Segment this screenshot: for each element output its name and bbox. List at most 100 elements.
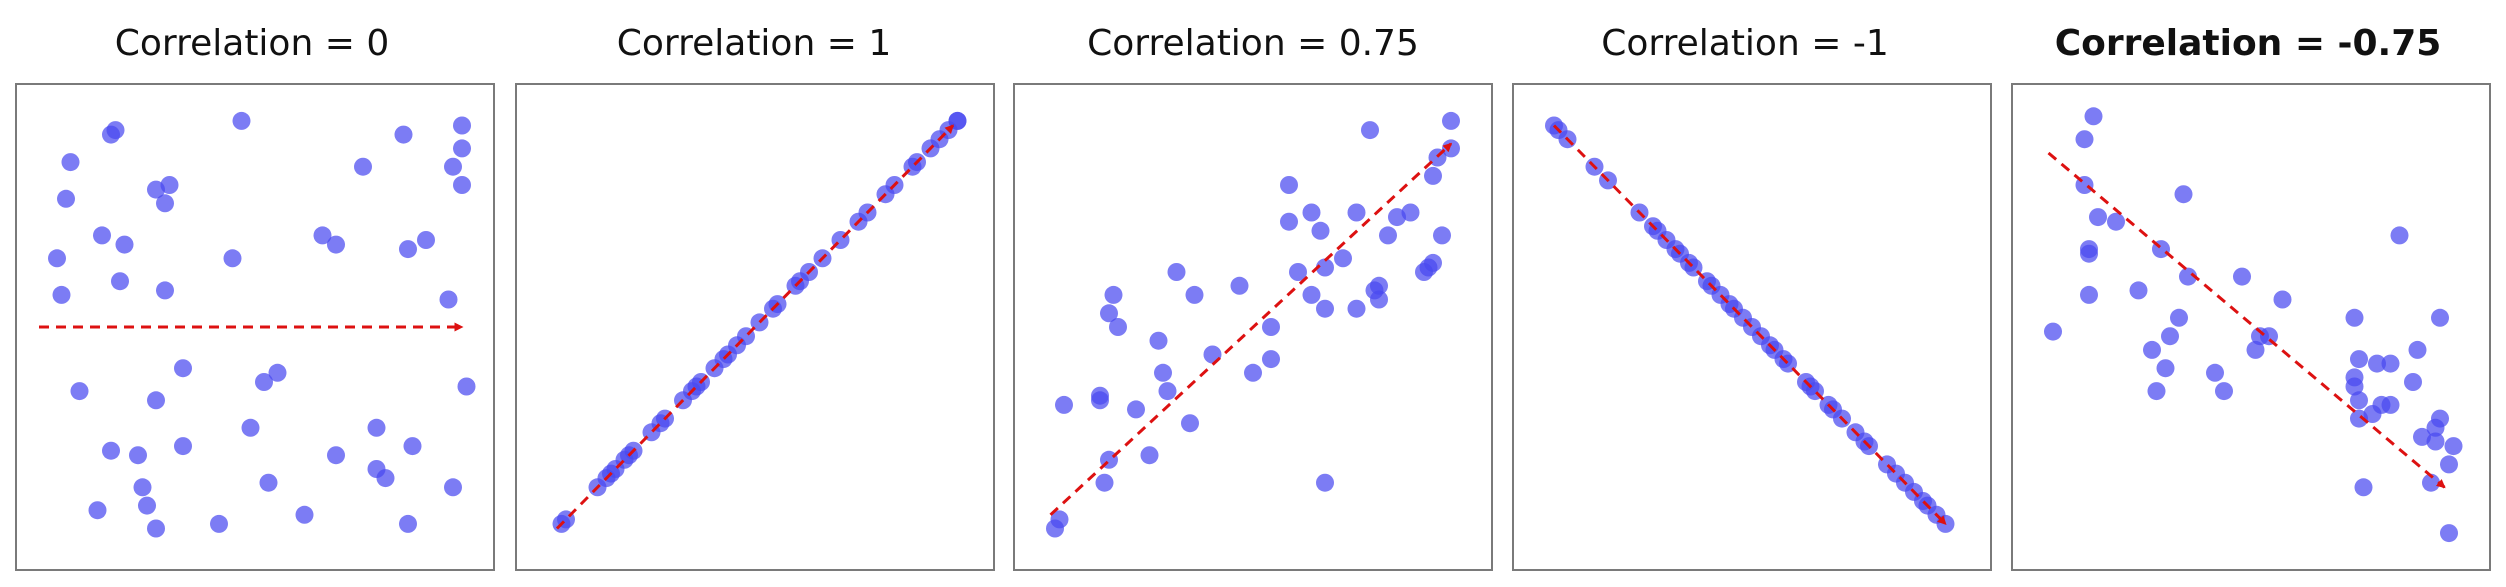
data-point: [48, 249, 66, 268]
data-point: [1316, 299, 1334, 318]
data-point: [2147, 382, 2166, 401]
data-point: [376, 469, 395, 488]
chart-title: Correlation = 1: [617, 23, 891, 64]
data-point: [156, 194, 174, 213]
data-point: [102, 441, 120, 460]
scatter-points: [2044, 107, 2463, 543]
panel-correlation-0: Correlation = 0: [15, 23, 495, 571]
data-point: [453, 116, 471, 135]
data-point: [1104, 285, 1123, 304]
data-point: [1302, 285, 1321, 304]
data-point: [2350, 409, 2368, 428]
data-point: [2408, 340, 2427, 359]
data-point: [327, 235, 345, 254]
data-point: [1442, 111, 1460, 130]
data-point: [2350, 350, 2368, 369]
data-point: [1302, 203, 1321, 222]
chart-title: Correlation = -0.75: [2055, 23, 2442, 64]
data-point: [417, 231, 435, 249]
data-point: [1140, 446, 1159, 465]
data-point: [52, 285, 71, 304]
data-point: [1334, 249, 1352, 268]
data-point: [2246, 340, 2265, 359]
data-point: [327, 446, 345, 465]
scatter-points: [1046, 111, 1460, 538]
data-point: [1158, 382, 1177, 401]
data-point: [2080, 285, 2098, 304]
data-point: [399, 514, 417, 533]
data-point: [1415, 263, 1433, 281]
data-point: [1347, 299, 1366, 318]
data-point: [147, 519, 165, 538]
data-point: [255, 373, 273, 391]
data-point: [2260, 327, 2278, 346]
data-point: [1433, 226, 1451, 245]
trend-arrow: [555, 124, 955, 530]
data-point: [394, 125, 413, 144]
data-point: [2044, 322, 2062, 341]
data-point: [232, 111, 251, 130]
trend-arrow: [2047, 151, 2446, 489]
data-point: [2345, 308, 2364, 327]
trend-arrow: [1552, 124, 1947, 525]
data-point: [1167, 263, 1186, 281]
data-point: [2107, 212, 2125, 231]
data-point: [1149, 331, 1168, 350]
data-point: [367, 418, 386, 437]
data-point: [1055, 395, 1073, 414]
data-point: [2440, 524, 2458, 543]
data-point: [2156, 359, 2175, 378]
plot-frame: [2011, 83, 2491, 571]
data-point: [2080, 244, 2098, 263]
data-point: [2350, 391, 2368, 410]
trend-arrow: [1049, 142, 1453, 516]
data-point: [444, 157, 462, 176]
data-point: [295, 505, 314, 524]
data-point: [399, 240, 417, 259]
data-point: [2381, 354, 2400, 373]
data-point: [147, 391, 165, 410]
data-point: [439, 290, 458, 309]
data-point: [2368, 354, 2386, 373]
chart-title: Correlation = 0: [115, 23, 389, 64]
data-point: [210, 514, 228, 533]
data-point: [1316, 258, 1334, 277]
data-point: [2129, 281, 2148, 300]
data-point: [2372, 395, 2391, 414]
data-point: [223, 249, 242, 268]
data-point: [2345, 377, 2364, 396]
data-point: [259, 473, 278, 492]
data-point: [1401, 203, 1420, 222]
panel-correlation-neg-1: Correlation = -1: [1512, 23, 1992, 571]
data-point: [444, 478, 462, 497]
data-point: [2179, 267, 2197, 286]
data-point: [61, 153, 80, 172]
data-point: [111, 272, 129, 291]
chart-title: Correlation = -1: [1601, 23, 1888, 64]
data-point: [1316, 473, 1334, 492]
data-point: [1311, 221, 1330, 240]
data-point: [1379, 226, 1397, 245]
data-point: [2444, 437, 2463, 456]
chart-title: Correlation = 0.75: [1087, 23, 1419, 64]
data-point: [2233, 267, 2251, 286]
data-point: [1289, 263, 1307, 281]
data-point: [88, 501, 107, 520]
data-point: [453, 139, 471, 158]
data-point: [1181, 414, 1199, 433]
data-point: [93, 226, 111, 245]
data-point: [2422, 473, 2440, 492]
data-point: [1127, 400, 1145, 419]
data-point: [2174, 185, 2193, 204]
data-point: [174, 437, 192, 456]
data-point: [2431, 308, 2449, 327]
data-point: [2206, 363, 2224, 382]
data-point: [2089, 208, 2107, 227]
data-point: [2354, 478, 2373, 497]
data-point: [1388, 208, 1406, 227]
data-point: [2273, 290, 2292, 309]
data-point: [241, 418, 260, 437]
data-point: [57, 189, 75, 208]
data-point: [1100, 304, 1118, 323]
data-point: [1185, 285, 1204, 304]
